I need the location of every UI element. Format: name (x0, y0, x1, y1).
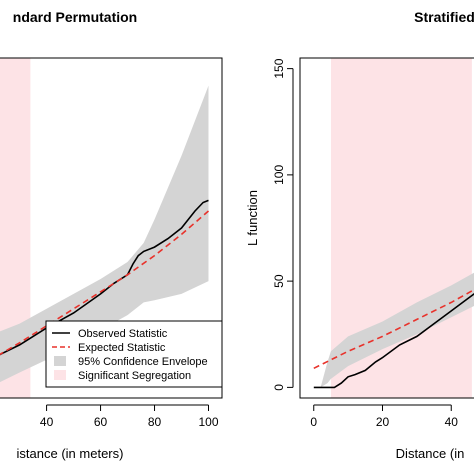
plot-frame (299, 57, 474, 399)
x-tick-label: 100 (198, 415, 218, 429)
legend-label: 95% Confidence Envelope (78, 356, 208, 368)
expected-statistic-line (313, 288, 474, 370)
plot-area (313, 58, 474, 398)
confidence-envelope (313, 272, 474, 388)
chart-title: Stratified Pe (414, 9, 474, 25)
x-tick-label: 0 (310, 415, 317, 429)
x-tick-label: 60 (94, 415, 108, 429)
legend-label: Significant Segregation (78, 370, 191, 382)
legend-box (45, 320, 223, 388)
expected-statistic-line (0, 210, 210, 356)
panel-standard-permutation: 40 60 80 100 ndard Permutation istance (in me… (0, 9, 223, 461)
x-axis-label: Distance (in (396, 446, 465, 461)
x-axis-label: istance (in meters) (17, 446, 124, 461)
legend-swatch (54, 356, 66, 366)
x-tick-label: 40 (445, 415, 459, 429)
observed-statistic-line (313, 292, 474, 389)
panel-stratified-permutation: 0 20 40 0 50 100 150 L function Stratified Pe Dis… (245, 9, 474, 461)
legend-swatch (54, 370, 66, 380)
x-tick-label: 80 (148, 415, 162, 429)
y-tick-label: 0 (272, 384, 286, 391)
chart-title: ndard Permutation (13, 9, 137, 25)
y-tick-label: 50 (272, 274, 286, 288)
x-tick-label: 40 (40, 415, 54, 429)
legend-label: Observed Statistic (78, 328, 168, 340)
y-axis-label: L function (245, 190, 260, 246)
y-tick-label: 150 (272, 58, 286, 78)
plot-area (0, 58, 210, 398)
y-tick-label: 100 (272, 165, 286, 185)
legend-label: Expected Statistic (78, 342, 166, 354)
plot-frame (0, 57, 223, 399)
confidence-envelope (0, 85, 209, 383)
observed-statistic-line (0, 199, 209, 356)
x-tick-label: 20 (376, 415, 390, 429)
legend: Observed Statistic Expected Statistic 95% … (45, 320, 223, 388)
